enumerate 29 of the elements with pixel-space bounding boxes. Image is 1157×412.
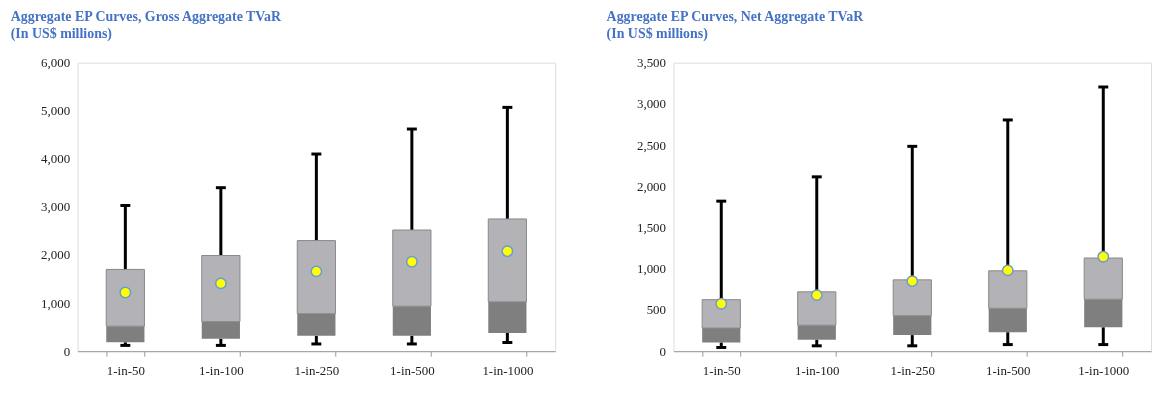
y-tick-label: 3,000 (636, 96, 667, 112)
y-tick-label: 3,500 (636, 55, 667, 71)
x-tick-label: 1-in-250 (890, 362, 936, 378)
x-tick-label: 1-in-100 (199, 362, 244, 378)
x-tick-label: 1-in-250 (294, 362, 340, 378)
x-tick-label: 1-in-50 (106, 362, 145, 378)
y-tick-label: 1,000 (41, 295, 71, 311)
y-tick-label: 6,000 (41, 55, 71, 71)
y-tick-label: 5,000 (41, 103, 71, 119)
y-tick-label: 3,000 (41, 199, 71, 215)
y-tick-label: 1,500 (636, 220, 667, 236)
x-tick-label: 1-in-100 (795, 362, 840, 378)
y-tick-label: 4,000 (41, 151, 71, 167)
y-tick-label: 2,500 (636, 137, 667, 153)
x-tick-label: 1-in-50 (702, 362, 741, 378)
chart-subtitle: (In US$ millions) (606, 25, 709, 42)
y-tick-label: 2,000 (636, 178, 667, 194)
y-tick-label: 500 (646, 302, 667, 318)
y-tick-label: 0 (63, 343, 71, 359)
y-tick-label: 1,000 (636, 261, 667, 277)
chart-subtitle: (In US$ millions) (10, 25, 113, 42)
y-tick-label: 2,000 (41, 247, 71, 263)
x-tick-label: 1-in-500 (390, 362, 435, 378)
y-tick-label: 0 (659, 343, 667, 359)
x-tick-label: 1-in-500 (986, 362, 1031, 378)
chart-title: Aggregate EP Curves, Net Aggregate TVaR (606, 8, 865, 24)
chart-title: Aggregate EP Curves, Gross Aggregate TVaR (10, 8, 283, 24)
x-tick-label: 1-in-1000 (482, 362, 534, 378)
x-tick-label: 1-in-1000 (1078, 362, 1130, 378)
